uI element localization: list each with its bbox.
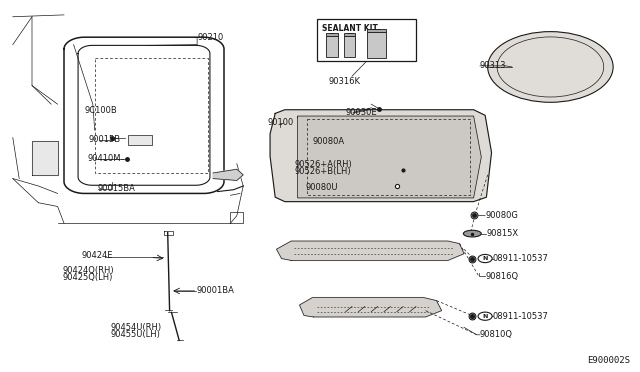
Circle shape: [478, 254, 492, 263]
Bar: [326, 33, 338, 36]
Text: 08911-10537: 08911-10537: [493, 254, 548, 263]
Circle shape: [478, 312, 492, 320]
Text: 90313: 90313: [480, 61, 506, 70]
Bar: [317, 19, 416, 61]
Text: 90210: 90210: [197, 33, 223, 42]
Polygon shape: [270, 110, 492, 202]
Text: 90410M: 90410M: [87, 154, 120, 163]
Polygon shape: [300, 298, 442, 317]
Text: 90810Q: 90810Q: [480, 330, 513, 339]
Text: 90424E: 90424E: [82, 251, 113, 260]
Bar: [344, 36, 355, 57]
Bar: [367, 32, 386, 58]
Text: 90080A: 90080A: [312, 137, 344, 146]
Polygon shape: [32, 141, 58, 175]
Text: N: N: [483, 314, 488, 319]
Bar: [128, 135, 152, 145]
Text: 90015B: 90015B: [88, 135, 120, 144]
Bar: [326, 36, 338, 57]
Text: 90455U(LH): 90455U(LH): [110, 330, 160, 339]
Text: N: N: [483, 256, 488, 261]
Text: 90424Q(RH): 90424Q(RH): [63, 266, 115, 275]
Text: 90080G: 90080G: [485, 211, 518, 220]
Bar: [344, 33, 355, 36]
Ellipse shape: [488, 32, 613, 102]
Text: 90001BA: 90001BA: [196, 286, 234, 295]
Text: 90526+A(RH): 90526+A(RH): [294, 160, 352, 169]
Text: 90015BA: 90015BA: [98, 185, 136, 193]
Text: 90080U: 90080U: [306, 183, 339, 192]
Text: 9C100B: 9C100B: [84, 106, 117, 115]
Text: 90100: 90100: [268, 118, 294, 127]
Bar: [367, 29, 386, 32]
Polygon shape: [276, 241, 464, 260]
Text: 90030E: 90030E: [346, 108, 377, 117]
Text: 90815X: 90815X: [486, 229, 518, 238]
Polygon shape: [298, 116, 481, 198]
Text: 08911-10537: 08911-10537: [493, 312, 548, 321]
Text: SEALANT KIT: SEALANT KIT: [322, 24, 378, 33]
Polygon shape: [213, 169, 243, 180]
Text: E900002S: E900002S: [588, 356, 630, 365]
Text: 90526+B(LH): 90526+B(LH): [294, 167, 351, 176]
Text: 90454U(RH): 90454U(RH): [110, 323, 161, 332]
Text: 90816Q: 90816Q: [485, 272, 518, 280]
Text: 90425Q(LH): 90425Q(LH): [63, 273, 113, 282]
Text: 90316K: 90316K: [328, 77, 360, 86]
Ellipse shape: [463, 230, 481, 237]
